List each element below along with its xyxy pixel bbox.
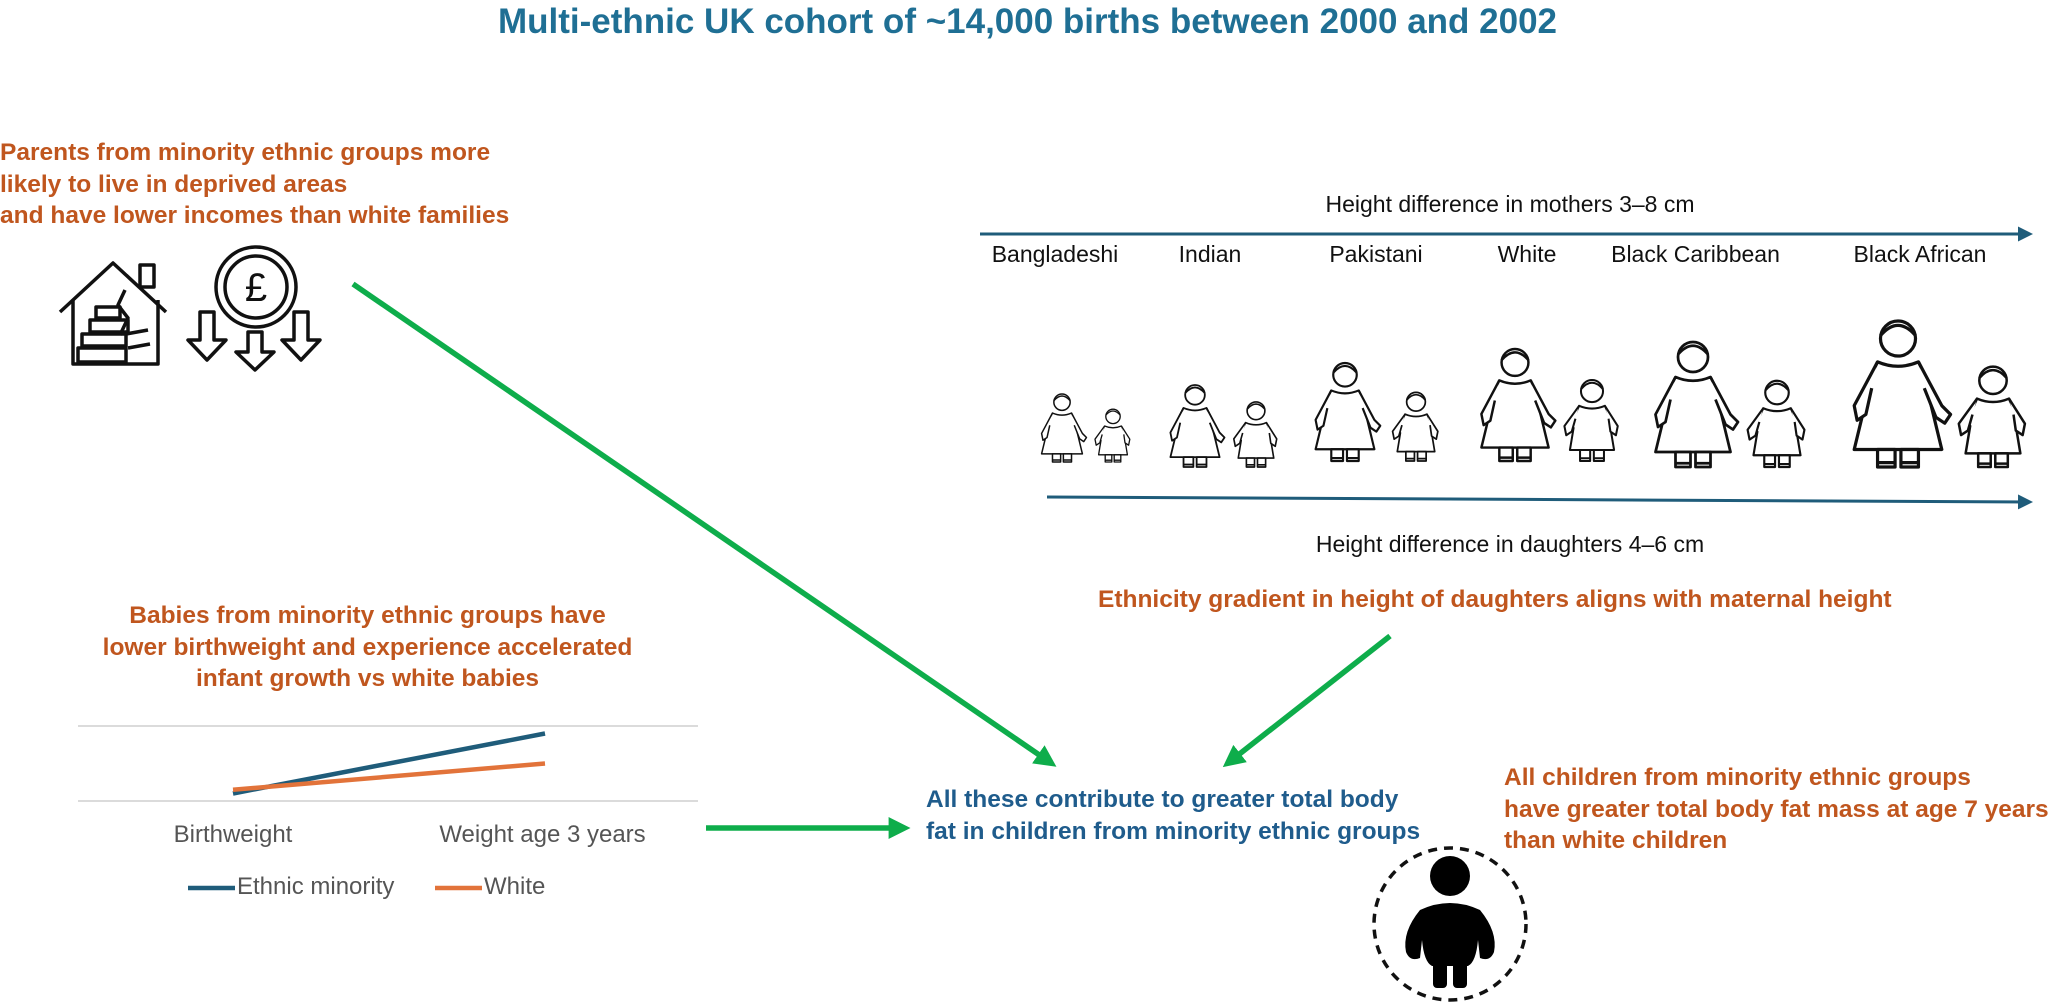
daughters-height-label: Height difference in daughters 4–6 cm — [1315, 531, 1705, 557]
page-title: Multi-ethnic UK cohort of ~14,000 births… — [497, 2, 1558, 41]
mothers-height-label: Height difference in mothers 3–8 cm — [1325, 191, 1695, 217]
deprivation-text: Parents from minority ethnic groups more… — [0, 137, 560, 232]
legend-label-white: White — [484, 873, 546, 900]
ethnicity-label-white: White — [1497, 241, 1557, 267]
growth-line: Babies from minority ethnic groups have — [129, 602, 606, 629]
growth-line: lower birthweight and experience acceler… — [102, 633, 633, 661]
ethnicity-label-bangladeshi: Bangladeshi — [991, 241, 1119, 267]
bodyfat-line: have greater total body fat mass at age … — [1504, 795, 2049, 823]
daughters-height-arrow — [1046, 494, 2033, 510]
ethnicity-label-black-caribbean: Black Caribbean — [1611, 241, 1780, 267]
growth-line: infant growth vs white babies — [195, 665, 540, 692]
bodyfat-line: All children from minority ethnic groups — [1504, 764, 1971, 791]
pound-coin-icon: £ — [214, 245, 298, 329]
ethnicity-label-pakistani: Pakistani — [1329, 241, 1423, 267]
summary-line: All these contribute to greater total bo… — [926, 786, 1399, 813]
chart-series — [232, 731, 546, 796]
damaged-house-icon — [58, 261, 168, 366]
height-gradient-conclusion: Ethnicity gradient in height of daughter… — [1098, 586, 1892, 613]
bodyfat-line: than white children — [1504, 827, 1728, 854]
summary-text: All these contribute to greater total bo… — [926, 784, 1486, 848]
series-line-white — [232, 761, 546, 792]
legend-label-ethnic-minority: Ethnic minority — [237, 873, 395, 900]
deprivation-line: likely to live in deprived areas — [0, 170, 348, 198]
svg-text:£: £ — [245, 266, 267, 310]
ethnicity-label-indian: Indian — [1178, 241, 1242, 267]
summary-line: fat in children from minority ethnic gro… — [926, 818, 1421, 845]
deprivation-line: and have lower incomes than white famili… — [0, 202, 510, 229]
bodyfat-text: All children from minority ethnic groups… — [1504, 762, 2055, 857]
chart-category-label: Birthweight — [173, 821, 293, 848]
down-arrow-icon — [186, 310, 322, 372]
arrow-deprivation-to-summary — [351, 281, 1057, 767]
ethnicity-label-black-african: Black African — [1853, 241, 1987, 267]
chart-category-label: Weight age 3 years — [439, 821, 646, 848]
arrow-height-to-summary — [1222, 633, 1392, 768]
growth-text: Babies from minority ethnic groups have … — [60, 600, 675, 695]
deprivation-line: Parents from minority ethnic groups more — [0, 139, 491, 166]
